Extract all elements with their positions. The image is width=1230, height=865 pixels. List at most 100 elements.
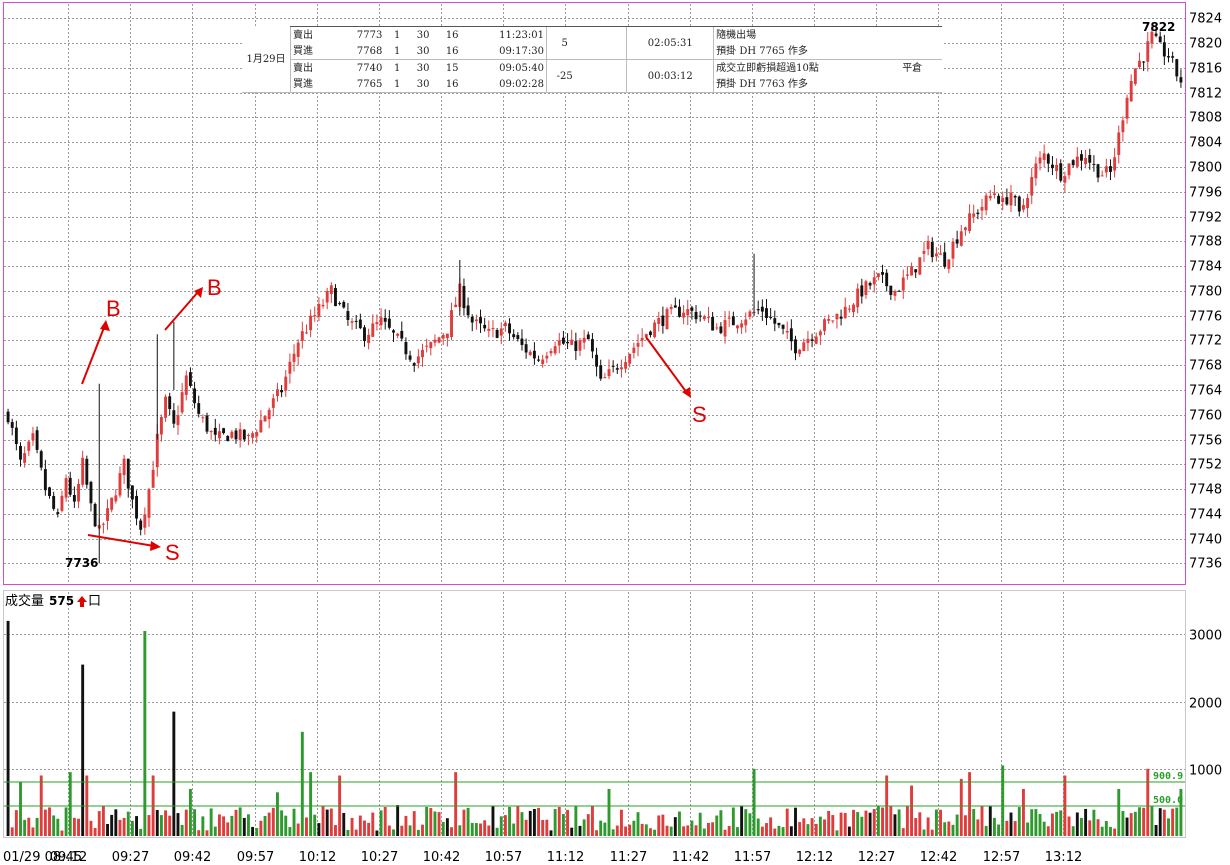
volume-bar xyxy=(1179,788,1183,836)
arrow-head-icon xyxy=(682,387,691,398)
volume-bar xyxy=(188,788,192,836)
volume-bar xyxy=(209,808,213,836)
volume-bar xyxy=(1030,809,1034,836)
volume-bar xyxy=(707,822,710,836)
candle-body xyxy=(731,316,735,326)
candle-body xyxy=(1096,164,1100,178)
volume-bar xyxy=(246,814,250,836)
candle-body xyxy=(180,392,184,413)
price-tick-label: 7776 xyxy=(1189,310,1222,325)
candle-body xyxy=(881,272,884,275)
candle-body xyxy=(686,309,690,316)
candle-body xyxy=(545,355,549,359)
volume-bar xyxy=(955,814,959,836)
trade-col4: 16 xyxy=(431,76,461,93)
candle-body xyxy=(412,363,416,366)
candle-body xyxy=(843,306,847,319)
candle-body xyxy=(350,321,354,323)
trade-qty: 1 xyxy=(384,26,403,43)
volume-bar xyxy=(773,828,777,836)
candle-body xyxy=(450,310,453,338)
candle-body xyxy=(213,427,217,435)
candle-body xyxy=(325,291,329,303)
volume-bar xyxy=(271,807,275,836)
volume-bar xyxy=(367,822,371,836)
candle-body xyxy=(1075,156,1079,167)
candle-body xyxy=(425,345,429,347)
candle-body xyxy=(441,334,445,339)
candle-body xyxy=(334,288,337,307)
volume-bar xyxy=(445,818,449,836)
volume-bar xyxy=(769,817,773,836)
volume-bar xyxy=(118,819,122,836)
volume-bar xyxy=(789,826,793,836)
trade-col3: 30 xyxy=(402,26,432,43)
volume-bar xyxy=(350,817,354,836)
candle-body xyxy=(818,331,822,336)
candle-body xyxy=(445,333,449,339)
candle-body xyxy=(723,320,727,337)
candle-body xyxy=(93,503,97,527)
candle-body xyxy=(694,311,698,320)
volume-bar xyxy=(661,814,665,836)
candle-body xyxy=(499,328,503,336)
trade-col4: 15 xyxy=(445,62,459,74)
candle-body xyxy=(259,420,263,433)
volume-bar xyxy=(379,810,383,836)
candle-body xyxy=(255,432,259,437)
volume-bar xyxy=(292,808,296,836)
volume-line-high-label: 900.9 xyxy=(1153,771,1183,782)
candle-body xyxy=(707,316,710,318)
volume-bar xyxy=(914,818,918,836)
volume-bar xyxy=(806,824,810,836)
volume-bar xyxy=(1046,826,1050,836)
candle-body xyxy=(640,337,644,341)
volume-bar xyxy=(437,812,441,836)
candle-body xyxy=(992,193,996,196)
candle-body xyxy=(810,339,814,341)
candle-body xyxy=(756,309,760,311)
volume-bar xyxy=(197,830,201,836)
candle-body xyxy=(827,318,831,321)
volume-bar xyxy=(839,812,843,836)
candle-body xyxy=(64,478,68,498)
trade-record-table: 1月29日 賣出 7773 1 30 16 11:23:01 5 02:05:3… xyxy=(242,26,942,93)
volume-bar xyxy=(752,768,756,836)
volume-bar xyxy=(760,826,764,836)
price-tick-label: 7808 xyxy=(1189,111,1222,126)
volume-bar xyxy=(794,807,797,836)
volume-bar xyxy=(52,815,56,836)
candle-body xyxy=(271,398,275,408)
candle-body xyxy=(184,375,188,395)
volume-bar xyxy=(305,817,308,836)
candle-body xyxy=(657,318,661,324)
trade-qty: 1 xyxy=(393,62,401,74)
volume-bar xyxy=(383,806,387,836)
candle-body xyxy=(72,494,76,502)
volume-bar xyxy=(810,818,814,836)
volume-bar xyxy=(524,819,528,836)
time-tick-label: 09:57 xyxy=(237,850,274,865)
arrow-b1 xyxy=(81,324,106,385)
time-tick-label: 10:12 xyxy=(299,850,336,865)
candle-body xyxy=(118,473,122,496)
price-tick-label: 7752 xyxy=(1189,458,1222,473)
candle-body xyxy=(590,339,594,352)
candle-body xyxy=(172,410,176,424)
candle-body xyxy=(698,315,702,317)
candle-body xyxy=(155,433,159,468)
candle-body xyxy=(918,257,922,275)
time-tick-label: 10:27 xyxy=(361,850,398,865)
trade-price: 7765 xyxy=(333,76,385,93)
volume-bar xyxy=(441,821,445,836)
arrow-b2 xyxy=(164,291,199,331)
candle-body xyxy=(980,206,984,211)
candle-body xyxy=(624,362,628,369)
price-tick-label: 7824 xyxy=(1189,12,1222,27)
volume-bar xyxy=(901,828,905,836)
candle-body xyxy=(1038,157,1042,164)
volume-bar xyxy=(934,809,938,836)
candle-body xyxy=(806,338,810,344)
candle-body xyxy=(363,327,366,342)
